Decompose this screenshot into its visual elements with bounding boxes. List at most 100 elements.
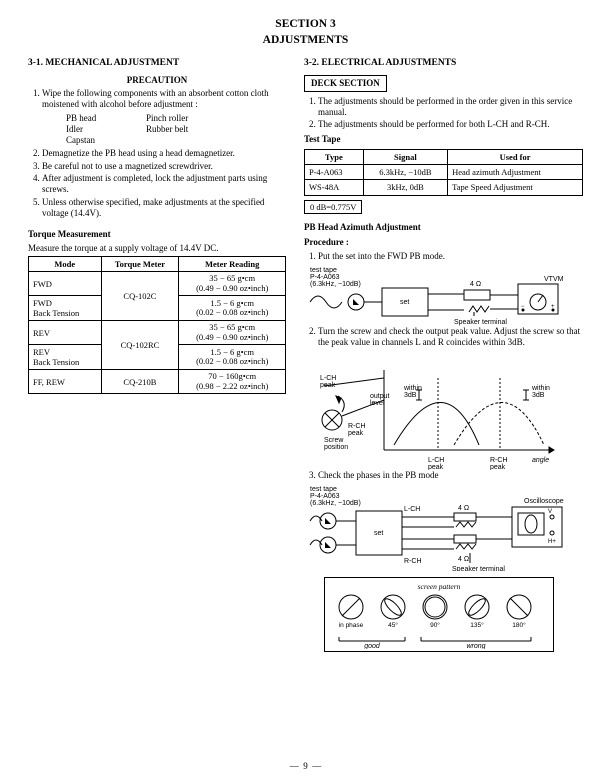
prec-item-3: Be careful not to use a magnetized screw… <box>42 161 286 172</box>
cell: 3kHz, 0dB <box>363 180 447 195</box>
table-row: Type Signal Used for <box>305 149 583 164</box>
svg-text:+: + <box>551 304 555 310</box>
cell: 6.3kHz, −10dB <box>363 165 447 180</box>
torque-note: Measure the torque at a supply voltage o… <box>28 243 286 254</box>
procedure-label: Procedure : <box>304 237 583 248</box>
cell-meter: CQ-102C <box>101 272 179 321</box>
svg-text:peak: peak <box>490 464 506 470</box>
d1-vtvm: VTVM <box>544 276 564 283</box>
d1-tape3: (6.3kHz, −10dB) <box>310 281 361 288</box>
table-row: FF, REW CQ-210B 70 − 160g•cm (0.98 − 2.2… <box>29 370 286 394</box>
pb-azimuth-heading: PB Head Azimuth Adjustment <box>304 222 583 233</box>
table-row: WS-48A 3kHz, 0dB Tape Speed Adjustment <box>305 180 583 195</box>
prec-item-2: Demagnetize the PB head using a head dem… <box>42 148 286 159</box>
svg-text:within: within <box>531 385 550 392</box>
cell: WS-48A <box>305 180 364 195</box>
pair-b1: Idler <box>66 124 146 135</box>
phase-e: 180° <box>512 621 526 629</box>
phase-circles-icon: in phase 45° 90° 135° 180° <box>331 591 547 635</box>
svg-text:Speaker terminal: Speaker terminal <box>452 566 505 571</box>
svg-text:P-4-A063: P-4-A063 <box>310 493 340 500</box>
svg-text:peak: peak <box>428 464 444 470</box>
diagram-peak: Screw position L-CH peak R-CH peak outpu… <box>304 350 583 470</box>
pair-a2: Pinch roller <box>146 113 286 124</box>
th-used: Used for <box>448 149 583 164</box>
th-meter: Torque Meter <box>101 257 179 272</box>
svg-text:position: position <box>324 444 348 451</box>
diagram-block-2: test tape P-4-A063 (6.3kHz, −10dB) set L… <box>304 483 583 571</box>
page-footer: — 9 — <box>0 761 611 772</box>
svg-text:−: − <box>521 304 525 310</box>
cell-read: 1.5 − 6 g•cm (0.02 − 0.08 oz•inch) <box>179 296 286 321</box>
read2: (0.02 − 0.08 oz•inch) <box>196 307 268 317</box>
torque-table: Mode Torque Meter Meter Reading FWD CQ-1… <box>28 256 286 394</box>
procedure-list-3: Check the phases in the PB mode <box>304 470 583 481</box>
table-row: Mode Torque Meter Meter Reading <box>29 257 286 272</box>
deck-section-box: DECK SECTION <box>304 75 387 92</box>
component-pairs: PB head Pinch roller Idler Rubber belt C… <box>66 113 286 145</box>
prec1-text: Wipe the following components with an ab… <box>42 88 269 109</box>
cell-meter: CQ-210B <box>101 370 179 394</box>
svg-text:L-CH: L-CH <box>404 506 420 513</box>
cell-mode: REV Back Tension <box>29 345 102 370</box>
pair-b2: Rubber belt <box>146 124 286 135</box>
svg-text:4 Ω: 4 Ω <box>458 556 469 563</box>
svg-text:4 Ω: 4 Ω <box>458 505 469 512</box>
svg-text:set: set <box>374 530 383 537</box>
d2-angle: angle <box>532 457 549 464</box>
cell-mode: FF, REW <box>29 370 102 394</box>
page-number: 9 <box>303 761 308 771</box>
cell-read: 1.5 − 6 g•cm (0.02 − 0.08 oz•inch) <box>179 345 286 370</box>
phase-a: in phase <box>339 622 364 629</box>
section-title: ADJUSTMENTS <box>28 34 583 48</box>
d2-rchpeak-b: R-CH <box>490 457 508 464</box>
table-row: REV CQ-102RC 35 − 65 g•cm (0.49 − 0.90 o… <box>29 321 286 345</box>
section-number: SECTION 3 <box>28 18 583 32</box>
cell: Head azimuth Adjustment <box>448 165 583 180</box>
diagram-block-1: test tape P-4-A063 (6.3kHz, −10dB) set <box>304 264 583 326</box>
d1-ohm: 4 Ω <box>470 281 481 288</box>
proc-3: Check the phases in the PB mode <box>318 470 583 481</box>
wrong-label: wrong <box>466 643 485 649</box>
cell: Tape Speed Adjustment <box>448 180 583 195</box>
good-wrong-icon: good wrong <box>331 635 547 649</box>
elec-item-2: The adjustments should be performed for … <box>318 119 583 130</box>
read2: (0.98 − 2.22 oz•inch) <box>196 381 268 391</box>
svg-text:H+: H+ <box>548 539 556 545</box>
elec-list: The adjustments should be performed in t… <box>304 96 583 130</box>
elec-item-1: The adjustments should be performed in t… <box>318 96 583 118</box>
torque-heading: Torque Measurement <box>28 229 286 240</box>
d1-set: set <box>400 299 409 306</box>
svg-text:(6.3kHz, −10dB): (6.3kHz, −10dB) <box>310 500 361 507</box>
table-row: FWD CQ-102C 35 − 65 g•cm (0.49 − 0.90 oz… <box>29 272 286 296</box>
good-label: good <box>364 643 381 649</box>
d2-screw: Screw <box>324 437 344 444</box>
svg-text:3dB: 3dB <box>404 392 417 399</box>
cell-read: 35 − 65 g•cm (0.49 − 0.90 oz•inch) <box>179 272 286 296</box>
d1-tape1: test tape <box>310 267 337 274</box>
procedure-list: Put the set into the FWD PB mode. <box>304 251 583 262</box>
read2: (0.49 − 0.90 oz•inch) <box>196 283 268 293</box>
svg-text:Oscilloscope: Oscilloscope <box>524 498 564 505</box>
th-signal: Signal <box>363 149 447 164</box>
th-mode: Mode <box>29 257 102 272</box>
prec-item-4: After adjustment is completed, lock the … <box>42 173 286 195</box>
pair-c1: Capstan <box>66 135 146 146</box>
block-diagram-2-icon: test tape P-4-A063 (6.3kHz, −10dB) set L… <box>304 483 574 571</box>
svg-text:test tape: test tape <box>310 486 337 493</box>
svg-text:peak: peak <box>348 430 364 437</box>
th-type: Type <box>305 149 364 164</box>
cell-mode: FWD <box>29 272 102 296</box>
proc-2: Turn the screw and check the output peak… <box>318 326 583 348</box>
svg-text:within: within <box>403 385 422 392</box>
pair-a1: PB head <box>66 113 146 124</box>
cell: P-4-A063 <box>305 165 364 180</box>
screen-pattern-title: screen pattern <box>331 582 547 591</box>
d2-lchpeak-b: L-CH <box>428 457 444 464</box>
phase-c: 90° <box>430 621 440 629</box>
mech-heading: 3-1. MECHANICAL ADJUSTMENT <box>28 58 286 69</box>
peak-graph-icon: Screw position L-CH peak R-CH peak outpu… <box>304 350 574 470</box>
tape-table: Type Signal Used for P-4-A063 6.3kHz, −1… <box>304 149 583 196</box>
d2-lchpeak: L-CH <box>320 375 336 382</box>
precaution-list: Wipe the following components with an ab… <box>28 88 286 219</box>
